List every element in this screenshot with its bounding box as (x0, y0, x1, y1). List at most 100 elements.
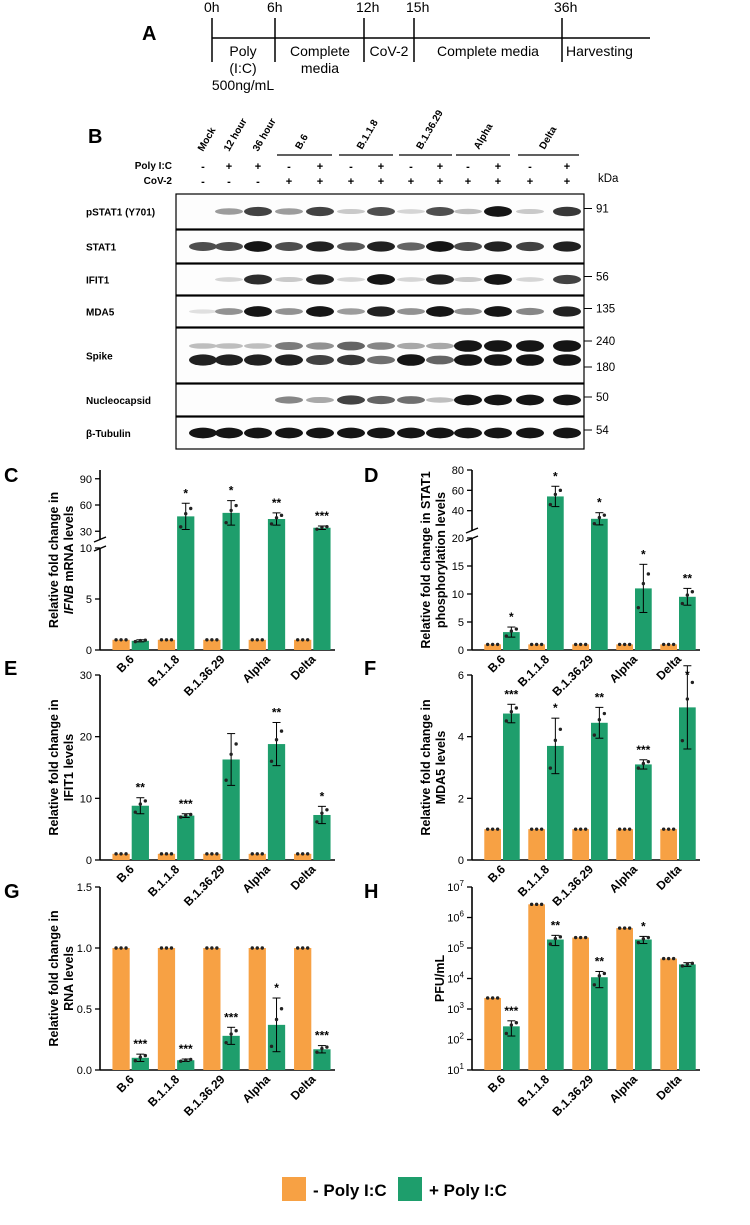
category-label: Alpha (240, 862, 274, 896)
data-point (622, 827, 627, 831)
data-point (641, 581, 646, 586)
bar (616, 644, 633, 650)
data-point (529, 827, 534, 831)
blot-band (306, 396, 334, 404)
blot-band (337, 277, 365, 282)
bar (679, 707, 696, 860)
kda-marker: 54 (596, 425, 609, 437)
data-point (539, 902, 544, 907)
category-label: Delta (288, 862, 319, 893)
blot-band (426, 355, 454, 365)
y-tick-label: 15 (452, 561, 464, 573)
blot-band (275, 242, 303, 251)
bar (112, 853, 130, 860)
data-point (269, 522, 274, 526)
significance-marker: * (320, 789, 325, 803)
y-tick-label: 107 (447, 879, 464, 894)
blot-band (454, 394, 482, 406)
y-tick-label: 103 (447, 1001, 464, 1016)
blot-band (275, 208, 303, 215)
category-label: B.6 (485, 1072, 508, 1095)
blot-band (215, 277, 243, 282)
data-point (260, 946, 264, 950)
y-tick-label: 60 (80, 500, 92, 512)
data-point (295, 852, 300, 856)
bar (222, 1035, 240, 1070)
cov2-sign: + (348, 176, 354, 188)
polyic-sign: - (201, 161, 205, 173)
data-point (250, 638, 254, 642)
data-point (553, 738, 558, 743)
data-point (274, 738, 279, 742)
timeline-segment-label: Complete media (437, 43, 539, 59)
blot-band (484, 427, 512, 439)
data-point (255, 946, 259, 950)
significance-marker: * (685, 668, 690, 682)
legend-label-minus: - Poly I:C (313, 1181, 387, 1200)
blot-band (516, 394, 544, 406)
blot-band (337, 341, 365, 351)
data-point (325, 808, 329, 812)
data-point (661, 956, 666, 961)
significance-marker: ** (595, 954, 605, 968)
row-label-polyic: Poly I:C (135, 161, 172, 172)
blot-band (337, 354, 365, 366)
polyic-sign: - (409, 161, 413, 173)
data-point (534, 642, 539, 647)
y-axis-label-line: IFNB mRNA levels (62, 506, 76, 615)
panel-label-d: D (364, 465, 378, 487)
kda-marker: 180 (596, 362, 615, 374)
data-point (274, 1017, 279, 1022)
blot-band (553, 354, 581, 366)
data-point (529, 642, 534, 647)
blot-band (484, 206, 512, 217)
blot-band (244, 354, 272, 366)
blot-band (367, 427, 395, 439)
data-point (224, 778, 228, 782)
blot-band (426, 397, 454, 403)
timeline-segment-label: Poly (229, 43, 256, 59)
y-axis-label: Relative fold change inMDA5 levels (419, 699, 448, 835)
chart-panel-h: H101102103104105106107PFU/mL***B.6**B.1.… (364, 879, 700, 1119)
cov2-sign: + (317, 176, 323, 188)
polyic-sign: + (564, 161, 570, 173)
blot-strip-label: Nucleocapsid (86, 396, 151, 407)
blot-band (306, 355, 334, 365)
y-tick-label: 40 (452, 506, 464, 518)
bar (572, 937, 589, 1070)
blot-band (367, 274, 395, 285)
data-point (627, 642, 632, 647)
data-point (548, 766, 553, 770)
data-point (509, 629, 514, 633)
data-point (279, 513, 284, 518)
y-tick-label: 30 (80, 526, 92, 538)
data-point (305, 852, 310, 856)
data-point (210, 946, 214, 950)
group-label: B.1.1.8 (355, 118, 381, 152)
data-point (617, 642, 622, 647)
blot-band (244, 241, 272, 252)
y-axis-label: Relative fold change inIFIT1 levels (47, 699, 76, 835)
cov2-sign: + (408, 176, 414, 188)
data-point (573, 935, 578, 940)
significance-marker: ** (595, 690, 605, 704)
data-point (680, 738, 685, 743)
significance-marker: *** (224, 1010, 238, 1024)
polyic-sign: + (495, 161, 501, 173)
significance-marker: * (641, 919, 646, 933)
data-point (269, 1044, 274, 1049)
data-point (514, 1021, 519, 1025)
bar (177, 815, 195, 860)
timeline-segment-label: 500ng/mL (212, 77, 274, 93)
figure-legend: - Poly I:C + Poly I:C (282, 1177, 507, 1201)
blot-band (516, 208, 544, 215)
bar (591, 518, 608, 650)
timeline-time: 36h (554, 0, 577, 15)
blot-band (397, 342, 425, 350)
blot-strip-label: STAT1 (86, 243, 117, 254)
blot-band (454, 276, 482, 283)
blot-strip (175, 327, 585, 384)
data-point (124, 852, 128, 856)
polyic-sign: + (226, 161, 232, 173)
